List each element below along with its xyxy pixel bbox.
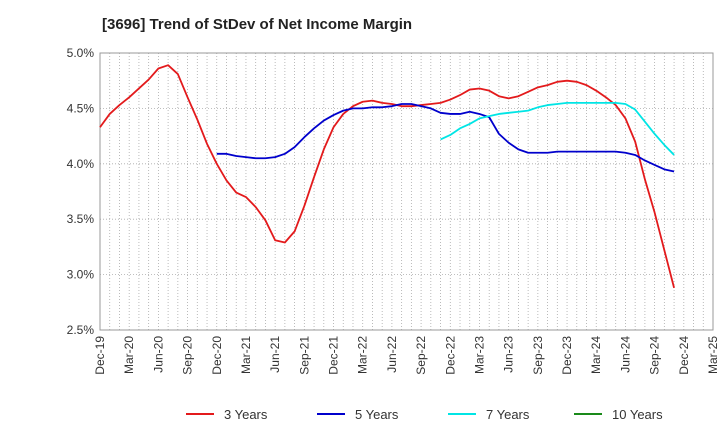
legend: 3 Years 5 Years 7 Years 10 Years <box>186 407 663 422</box>
legend-label-10-years: 10 Years <box>612 407 663 422</box>
x-tick-label: Sep-20 <box>181 336 195 375</box>
series-line-5-years <box>216 103 675 173</box>
y-tick-label: 3.5% <box>67 212 95 226</box>
x-tick-label: Sep-23 <box>531 336 545 375</box>
x-tick-label: Mar-22 <box>356 336 370 374</box>
x-tick-label: Jun-23 <box>502 336 516 373</box>
x-tick-label: Dec-19 <box>93 336 107 375</box>
x-tick-label: Dec-22 <box>443 336 457 375</box>
legend-label-3-years: 3 Years <box>224 407 268 422</box>
y-tick-label: 2.5% <box>67 323 95 337</box>
x-tick-label: Mar-24 <box>589 336 603 374</box>
x-tick-label: Sep-24 <box>648 336 662 375</box>
x-tick-label: Jun-24 <box>618 336 632 373</box>
x-tick-label: Sep-21 <box>297 336 311 375</box>
x-tick-label: Jun-20 <box>151 336 165 373</box>
x-tick-label: Mar-25 <box>706 336 720 374</box>
y-tick-labels: 2.5% 3.0% 3.5% 4.0% 4.5% 5.0% <box>67 46 95 337</box>
series-lines <box>99 64 675 289</box>
x-tick-labels: Dec-19 Mar-20 Jun-20 Sep-20 Dec-20 Mar-21 Jun-… <box>93 336 720 375</box>
y-tick-label: 3.0% <box>67 268 95 282</box>
x-tick-label: Jun-22 <box>385 336 399 373</box>
grid <box>100 52 713 331</box>
legend-label-7-years: 7 Years <box>486 407 530 422</box>
y-tick-label: 4.0% <box>67 157 95 171</box>
x-tick-label: Dec-20 <box>210 336 224 375</box>
y-tick-label: 4.5% <box>67 101 95 115</box>
x-tick-label: Jun-21 <box>268 336 282 373</box>
x-tick-label: Mar-23 <box>472 336 486 374</box>
series-line-7-years <box>440 101 675 156</box>
y-tick-label: 5.0% <box>67 46 95 60</box>
x-tick-label: Sep-22 <box>414 336 428 375</box>
x-tick-label: Mar-20 <box>122 336 136 374</box>
x-tick-label: Dec-21 <box>327 336 341 375</box>
series-line-3-years <box>99 64 675 289</box>
chart-title: [3696] Trend of StDev of Net Income Marg… <box>102 16 412 33</box>
x-tick-label: Mar-21 <box>239 336 253 374</box>
legend-label-5-years: 5 Years <box>355 407 399 422</box>
x-tick-label: Dec-24 <box>677 336 691 375</box>
plot-frame <box>99 52 714 331</box>
x-tick-label: Dec-23 <box>560 336 574 375</box>
